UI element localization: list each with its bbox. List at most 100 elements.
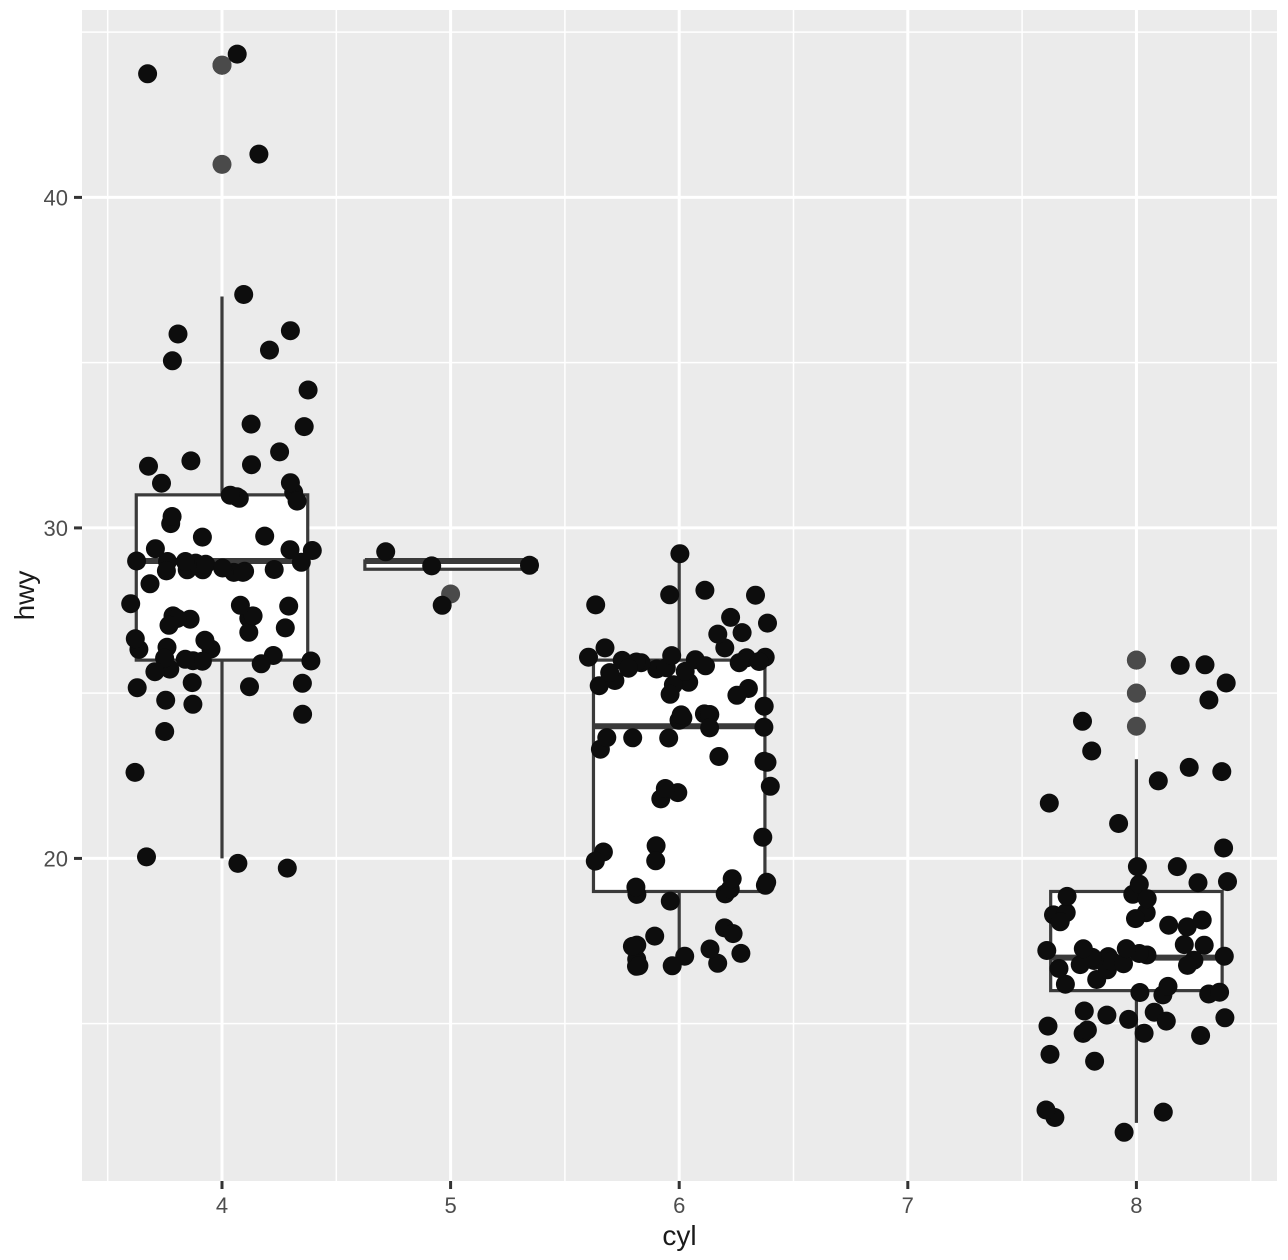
data-point-cyl-4 xyxy=(294,417,314,437)
data-point-cyl-4 xyxy=(280,473,300,493)
data-point-cyl-8 xyxy=(1178,955,1197,975)
data-point-cyl-4 xyxy=(162,351,182,371)
data-point-cyl-6 xyxy=(585,851,605,871)
data-point-cyl-4 xyxy=(287,491,307,511)
data-point-cyl-8 xyxy=(1057,886,1077,906)
data-point-cyl-8 xyxy=(1073,939,1093,959)
data-point-cyl-4 xyxy=(241,414,261,434)
jitter-points xyxy=(121,44,1237,1142)
data-point-cyl-8 xyxy=(1192,910,1212,930)
data-point-cyl-6 xyxy=(660,585,680,605)
y-tick-label: 20 xyxy=(44,846,68,871)
data-point-cyl-8 xyxy=(1126,909,1145,929)
data-point-cyl-6 xyxy=(589,676,609,696)
data-point-cyl-4 xyxy=(138,64,158,84)
data-point-cyl-4 xyxy=(152,473,171,493)
data-point-cyl-8 xyxy=(1085,1051,1105,1071)
data-point-cyl-4 xyxy=(302,541,322,560)
data-point-cyl-8 xyxy=(1050,912,1070,932)
data-point-cyl-8 xyxy=(1134,1023,1154,1043)
data-point-cyl-4 xyxy=(264,560,284,579)
data-point-cyl-6 xyxy=(670,544,690,564)
data-point-cyl-4 xyxy=(155,722,175,741)
data-point-cyl-8 xyxy=(1114,954,1133,974)
data-point-cyl-8 xyxy=(1212,762,1232,782)
outlier-point xyxy=(212,55,232,75)
data-point-cyl-4 xyxy=(292,673,312,693)
data-point-cyl-4 xyxy=(175,649,195,669)
x-tick-label: 8 xyxy=(1130,1193,1142,1218)
data-point-cyl-5 xyxy=(520,555,539,575)
data-point-cyl-6 xyxy=(727,685,747,705)
data-point-cyl-4 xyxy=(195,630,215,650)
data-point-cyl-4 xyxy=(145,539,165,559)
x-tick-label: 4 xyxy=(216,1193,228,1218)
outlier-point xyxy=(1126,716,1146,736)
data-point-cyl-8 xyxy=(1039,793,1059,813)
data-point-cyl-6 xyxy=(749,652,769,671)
data-point-cyl-6 xyxy=(729,653,749,673)
data-point-cyl-4 xyxy=(275,618,295,638)
data-point-cyl-8 xyxy=(1137,889,1157,909)
data-point-cyl-6 xyxy=(700,705,720,724)
data-point-cyl-6 xyxy=(619,658,638,678)
x-axis-title: cyl xyxy=(662,1220,696,1251)
data-point-cyl-8 xyxy=(1127,857,1147,877)
data-point-cyl-6 xyxy=(671,705,691,725)
data-point-cyl-6 xyxy=(646,851,666,871)
data-point-cyl-4 xyxy=(240,677,259,697)
data-point-cyl-4 xyxy=(182,673,202,693)
data-point-cyl-8 xyxy=(1210,982,1230,1002)
data-point-cyl-6 xyxy=(623,728,643,748)
data-point-cyl-8 xyxy=(1116,939,1136,959)
data-point-cyl-6 xyxy=(597,728,617,748)
data-point-cyl-8 xyxy=(1114,1122,1134,1142)
data-point-cyl-8 xyxy=(1216,673,1236,693)
data-point-cyl-8 xyxy=(1055,974,1075,994)
data-point-cyl-4 xyxy=(181,451,201,471)
data-point-cyl-8 xyxy=(1073,711,1092,731)
x-tick-label: 7 xyxy=(902,1193,914,1218)
data-point-cyl-8 xyxy=(1077,1020,1097,1040)
data-point-cyl-4 xyxy=(125,762,145,782)
data-point-cyl-4 xyxy=(298,380,318,400)
data-point-cyl-8 xyxy=(1148,771,1168,791)
data-point-cyl-4 xyxy=(260,340,279,360)
data-point-cyl-8 xyxy=(1119,1009,1139,1029)
data-point-cyl-4 xyxy=(243,606,263,626)
data-point-cyl-8 xyxy=(1199,690,1219,710)
data-point-cyl-4 xyxy=(301,651,321,671)
data-point-cyl-4 xyxy=(192,527,212,547)
data-point-cyl-4 xyxy=(156,690,176,710)
data-point-cyl-6 xyxy=(708,953,728,973)
y-tick-label: 30 xyxy=(44,516,68,541)
data-point-cyl-6 xyxy=(721,607,741,627)
data-point-cyl-4 xyxy=(255,526,275,546)
y-axis-title: hwy xyxy=(9,571,40,621)
data-point-cyl-6 xyxy=(709,747,729,766)
data-point-cyl-8 xyxy=(1097,1005,1117,1025)
data-point-cyl-4 xyxy=(242,455,261,475)
data-point-cyl-8 xyxy=(1038,1016,1058,1036)
data-point-cyl-4 xyxy=(196,554,216,574)
outlier-point xyxy=(1126,650,1146,670)
data-point-cyl-4 xyxy=(140,574,160,594)
data-point-cyl-6 xyxy=(662,646,682,666)
data-point-cyl-6 xyxy=(586,595,606,615)
data-point-cyl-5 xyxy=(422,556,442,576)
data-point-cyl-6 xyxy=(646,836,666,856)
data-point-cyl-4 xyxy=(228,853,248,873)
data-point-cyl-8 xyxy=(1194,935,1214,955)
data-point-cyl-4 xyxy=(137,847,156,867)
data-point-cyl-8 xyxy=(1214,946,1234,966)
data-point-cyl-6 xyxy=(645,926,665,946)
data-point-cyl-4 xyxy=(234,285,254,304)
data-point-cyl-6 xyxy=(723,924,743,944)
data-point-cyl-8 xyxy=(1130,983,1150,1002)
data-point-cyl-8 xyxy=(1156,1011,1176,1031)
data-point-cyl-4 xyxy=(121,594,141,614)
outlier-point xyxy=(1126,683,1146,703)
data-point-cyl-6 xyxy=(732,623,752,643)
